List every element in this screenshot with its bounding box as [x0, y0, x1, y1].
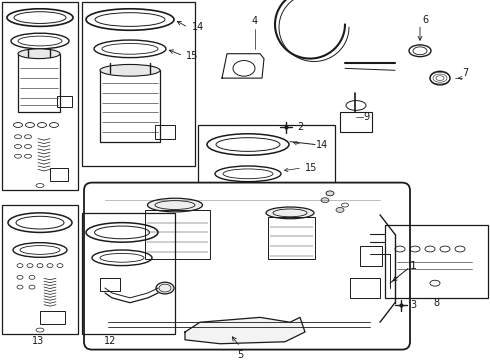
Text: 4: 4: [252, 17, 258, 27]
Text: 15: 15: [305, 163, 318, 173]
Text: 13: 13: [32, 336, 44, 346]
Text: 1: 1: [410, 261, 417, 271]
Text: 8: 8: [433, 298, 439, 308]
Ellipse shape: [100, 64, 160, 76]
Ellipse shape: [336, 207, 344, 212]
Ellipse shape: [156, 282, 174, 294]
Text: 5: 5: [237, 350, 243, 360]
Text: 12: 12: [104, 336, 116, 346]
Ellipse shape: [18, 49, 60, 59]
Text: 6: 6: [422, 14, 428, 24]
Text: 14: 14: [192, 22, 204, 32]
Ellipse shape: [321, 198, 329, 203]
Text: 14: 14: [316, 140, 328, 149]
Polygon shape: [185, 318, 305, 344]
Ellipse shape: [266, 207, 314, 219]
Text: 3: 3: [410, 300, 416, 310]
FancyBboxPatch shape: [84, 183, 410, 350]
Text: 9: 9: [363, 112, 369, 122]
Text: 15: 15: [186, 51, 198, 61]
Ellipse shape: [147, 198, 202, 212]
Text: 2: 2: [297, 122, 303, 132]
Text: 7: 7: [462, 68, 468, 78]
Ellipse shape: [326, 191, 334, 196]
